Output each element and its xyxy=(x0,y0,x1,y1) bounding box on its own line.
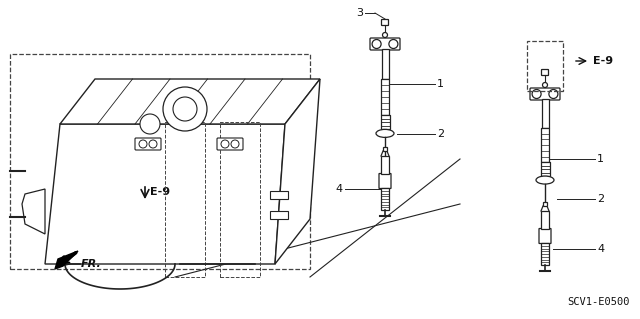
Polygon shape xyxy=(45,124,285,264)
Circle shape xyxy=(173,97,197,121)
Bar xyxy=(543,202,547,206)
Polygon shape xyxy=(275,79,320,264)
Polygon shape xyxy=(55,251,78,269)
FancyBboxPatch shape xyxy=(135,138,161,150)
Bar xyxy=(383,147,387,151)
Bar xyxy=(381,115,390,130)
Circle shape xyxy=(543,83,547,87)
Text: E-9: E-9 xyxy=(150,187,170,197)
FancyBboxPatch shape xyxy=(379,174,391,189)
Text: FR.: FR. xyxy=(81,259,102,269)
Bar xyxy=(381,156,389,174)
Bar xyxy=(10,54,310,269)
FancyBboxPatch shape xyxy=(541,70,548,76)
FancyBboxPatch shape xyxy=(217,138,243,150)
Circle shape xyxy=(221,140,229,148)
Bar xyxy=(381,79,389,115)
Circle shape xyxy=(372,40,381,48)
FancyBboxPatch shape xyxy=(370,38,400,50)
Text: 1: 1 xyxy=(597,154,604,164)
Text: 2: 2 xyxy=(437,129,444,139)
Text: 2: 2 xyxy=(597,194,604,204)
Bar xyxy=(541,99,548,128)
Bar xyxy=(541,162,550,176)
FancyBboxPatch shape xyxy=(530,88,560,100)
Bar xyxy=(220,122,260,277)
Polygon shape xyxy=(22,189,45,234)
Bar xyxy=(165,122,205,277)
Bar xyxy=(270,191,288,199)
Bar xyxy=(381,188,389,210)
Text: 3: 3 xyxy=(356,8,363,18)
Bar xyxy=(270,211,288,219)
Text: 4: 4 xyxy=(597,244,604,254)
Bar xyxy=(527,41,563,91)
FancyBboxPatch shape xyxy=(381,19,388,26)
Bar xyxy=(541,128,549,162)
Text: SCV1-E0500: SCV1-E0500 xyxy=(568,297,630,307)
Ellipse shape xyxy=(376,130,394,137)
Circle shape xyxy=(140,114,160,134)
FancyBboxPatch shape xyxy=(539,228,551,243)
Circle shape xyxy=(383,33,387,38)
Circle shape xyxy=(532,90,541,99)
Polygon shape xyxy=(60,79,320,124)
Bar xyxy=(381,49,388,79)
Circle shape xyxy=(149,140,157,148)
Text: 1: 1 xyxy=(437,79,444,89)
Bar xyxy=(541,211,549,229)
Text: 4: 4 xyxy=(336,184,343,194)
Circle shape xyxy=(231,140,239,148)
Circle shape xyxy=(549,90,558,99)
Circle shape xyxy=(139,140,147,148)
Circle shape xyxy=(163,87,207,131)
Bar xyxy=(541,243,549,265)
Ellipse shape xyxy=(536,176,554,184)
Circle shape xyxy=(389,40,398,48)
Text: E-9: E-9 xyxy=(593,56,613,66)
